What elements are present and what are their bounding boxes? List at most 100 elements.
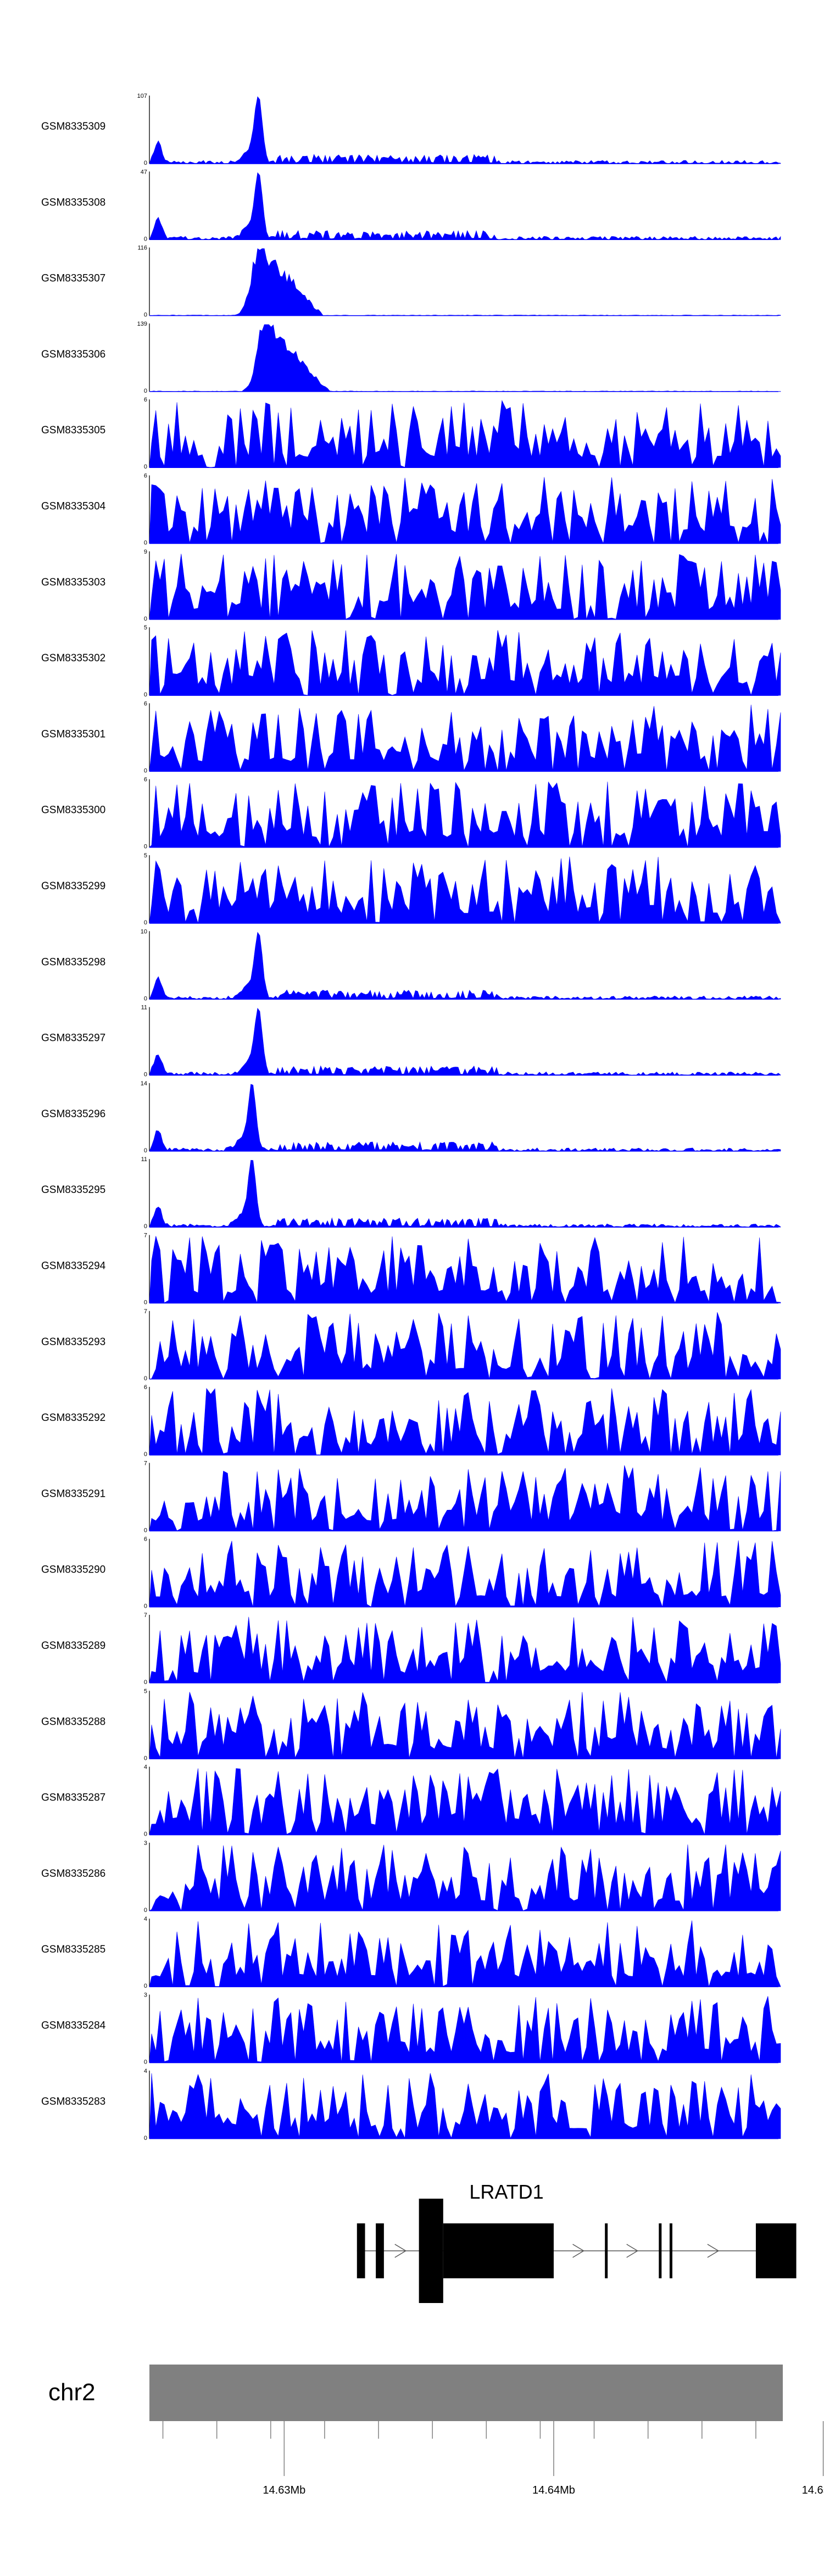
track-ymin-label: 0 bbox=[144, 160, 147, 166]
track-label: GSM8335286 bbox=[41, 1868, 105, 1880]
track-GSM8335298: GSM8335298 10 0 bbox=[41, 928, 781, 1002]
track-ymin-label: 0 bbox=[144, 1527, 147, 1534]
track-label: GSM8335307 bbox=[41, 273, 105, 285]
track-ymin-label: 0 bbox=[144, 236, 147, 242]
track-label: GSM8335303 bbox=[41, 577, 105, 588]
track-label: GSM8335298 bbox=[41, 956, 105, 968]
track-GSM8335305: GSM8335305 6 0 bbox=[41, 397, 781, 470]
track-ymin-label: 0 bbox=[144, 1983, 147, 1989]
track-GSM8335294: GSM8335294 7 0 bbox=[41, 1233, 781, 1306]
gene-exon bbox=[605, 2223, 608, 2278]
gene-track: LRATD1 bbox=[357, 2181, 797, 2303]
track-GSM8335308: GSM8335308 47 0 bbox=[41, 169, 781, 242]
gene-exon bbox=[376, 2223, 384, 2278]
track-ymax-label: 7 bbox=[144, 1308, 147, 1315]
track-ymax-label: 6 bbox=[144, 473, 147, 479]
track-GSM8335295: GSM8335295 11 0 bbox=[41, 1156, 781, 1230]
tick-label: 14.63Mb bbox=[263, 2484, 305, 2496]
signal-area bbox=[149, 1616, 781, 1683]
track-ymax-label: 47 bbox=[141, 169, 147, 175]
track-label: GSM8335283 bbox=[41, 2096, 105, 2107]
track-GSM8335283: GSM8335283 4 0 bbox=[41, 2068, 781, 2142]
track-label: GSM8335293 bbox=[41, 1336, 105, 1348]
chromosome-band bbox=[149, 2365, 783, 2421]
track-label: GSM8335287 bbox=[41, 1792, 105, 1804]
track-GSM8335289: GSM8335289 7 0 bbox=[41, 1612, 781, 1686]
track-label: GSM8335299 bbox=[41, 880, 105, 892]
signal-area bbox=[149, 1159, 781, 1228]
signal-area bbox=[149, 248, 781, 316]
signal-area bbox=[149, 1692, 781, 1759]
track-ymax-label: 7 bbox=[144, 1233, 147, 1239]
track-ymin-label: 0 bbox=[144, 995, 147, 1002]
track-label: GSM8335294 bbox=[41, 1261, 106, 1272]
track-ymin-label: 0 bbox=[144, 1300, 147, 1306]
track-ymin-label: 0 bbox=[144, 2135, 147, 2142]
gene-exon bbox=[419, 2199, 443, 2303]
gene-exon bbox=[443, 2223, 554, 2278]
signal-area bbox=[149, 1084, 781, 1152]
track-ymax-label: 10 bbox=[141, 928, 147, 935]
track-GSM8335290: GSM8335290 6 0 bbox=[41, 1536, 781, 1610]
signal-area bbox=[149, 856, 781, 924]
track-ymin-label: 0 bbox=[144, 1831, 147, 1838]
signal-area bbox=[149, 1236, 781, 1303]
track-ymin-label: 0 bbox=[144, 1147, 147, 1154]
track-GSM8335309: GSM8335309 107 0 bbox=[41, 93, 781, 166]
track-ymin-label: 0 bbox=[144, 767, 147, 774]
track-GSM8335303: GSM8335303 9 0 bbox=[41, 549, 781, 622]
signal-area bbox=[149, 1312, 781, 1380]
signal-area bbox=[149, 704, 781, 772]
track-ymin-label: 0 bbox=[144, 2059, 147, 2066]
track-ymin-label: 0 bbox=[144, 1375, 147, 1382]
track-ymin-label: 0 bbox=[144, 1755, 147, 1761]
track-ymin-label: 0 bbox=[144, 540, 147, 547]
chromosome-ideogram: chr2 14.63Mb 14.64Mb 14.65Mb bbox=[48, 2365, 824, 2496]
tick-label: 14.64Mb bbox=[532, 2484, 575, 2496]
track-label: GSM8335308 bbox=[41, 197, 105, 208]
track-GSM8335301: GSM8335301 6 0 bbox=[41, 700, 781, 774]
track-ymax-label: 3 bbox=[144, 1840, 147, 1847]
track-ymin-label: 0 bbox=[144, 1603, 147, 1610]
track-ymin-label: 0 bbox=[144, 312, 147, 319]
track-ymax-label: 6 bbox=[144, 1384, 147, 1391]
track-ymin-label: 0 bbox=[144, 919, 147, 926]
track-label: GSM8335302 bbox=[41, 653, 105, 664]
track-ymax-label: 5 bbox=[144, 625, 147, 631]
track-label: GSM8335300 bbox=[41, 805, 105, 816]
gene-exon bbox=[669, 2223, 672, 2278]
track-ymin-label: 0 bbox=[144, 464, 147, 470]
signal-area bbox=[149, 1007, 781, 1075]
track-GSM8335302: GSM8335302 5 0 bbox=[41, 625, 781, 698]
track-GSM8335285: GSM8335285 4 0 bbox=[41, 1916, 781, 1989]
signal-area bbox=[149, 630, 781, 696]
track-ymin-label: 0 bbox=[144, 616, 147, 622]
track-label: GSM8335309 bbox=[41, 121, 105, 132]
strand-arrow bbox=[572, 2244, 584, 2258]
track-ymax-label: 6 bbox=[144, 1536, 147, 1543]
signal-area bbox=[149, 172, 781, 240]
track-ymin-label: 0 bbox=[144, 692, 147, 698]
gene-exon bbox=[755, 2223, 797, 2278]
track-GSM8335297: GSM8335297 11 0 bbox=[41, 1005, 781, 1078]
track-GSM8335284: GSM8335284 3 0 bbox=[41, 1992, 781, 2066]
signal-area bbox=[149, 477, 781, 544]
track-GSM8335288: GSM8335288 5 0 bbox=[41, 1688, 781, 1761]
signal-area bbox=[149, 96, 781, 164]
track-ymax-label: 11 bbox=[141, 1005, 147, 1011]
track-label: GSM8335301 bbox=[41, 728, 105, 740]
track-label: GSM8335304 bbox=[41, 501, 106, 512]
track-ymin-label: 0 bbox=[144, 1907, 147, 1914]
track-GSM8335293: GSM8335293 7 0 bbox=[41, 1308, 781, 1382]
track-ymin-label: 0 bbox=[144, 388, 147, 394]
signal-area bbox=[149, 932, 781, 1000]
track-ymax-label: 9 bbox=[144, 549, 147, 555]
signal-area bbox=[149, 400, 781, 468]
track-ymax-label: 6 bbox=[144, 777, 147, 783]
strand-arrow bbox=[626, 2244, 639, 2258]
track-ymax-label: 116 bbox=[137, 245, 147, 252]
track-GSM8335306: GSM8335306 139 0 bbox=[41, 321, 781, 394]
track-ymax-label: 5 bbox=[144, 852, 147, 859]
track-label: GSM8335297 bbox=[41, 1033, 105, 1044]
